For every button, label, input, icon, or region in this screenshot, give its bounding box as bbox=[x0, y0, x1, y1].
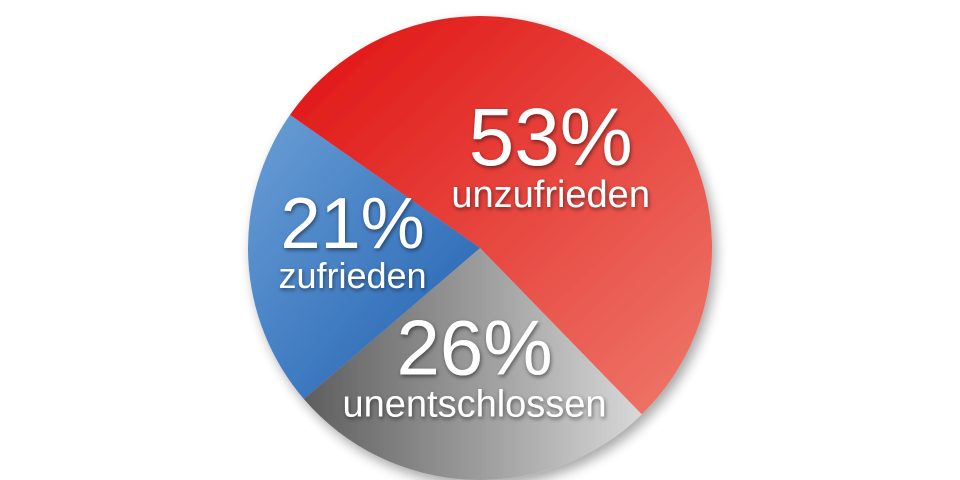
slice-value-label: 26% bbox=[396, 304, 552, 392]
slice-label-group-unzufrieden: 53%unzufrieden bbox=[451, 92, 650, 216]
slice-category-label: unentschlossen bbox=[342, 384, 606, 426]
slice-value-label: 21% bbox=[280, 184, 424, 264]
slice-label-group-zufrieden: 21%zufrieden bbox=[278, 184, 426, 296]
pie-slice-zufrieden bbox=[247, 114, 480, 399]
pie-slice-unentschlossen bbox=[303, 248, 642, 480]
slice-label-group-unentschlossen: 26%unentschlossen bbox=[342, 304, 606, 426]
slice-value-label: 53% bbox=[469, 92, 633, 183]
pie-slice-unzufrieden bbox=[289, 16, 712, 415]
slice-category-label: unzufrieden bbox=[451, 174, 650, 216]
slice-category-label: zufrieden bbox=[278, 255, 426, 296]
